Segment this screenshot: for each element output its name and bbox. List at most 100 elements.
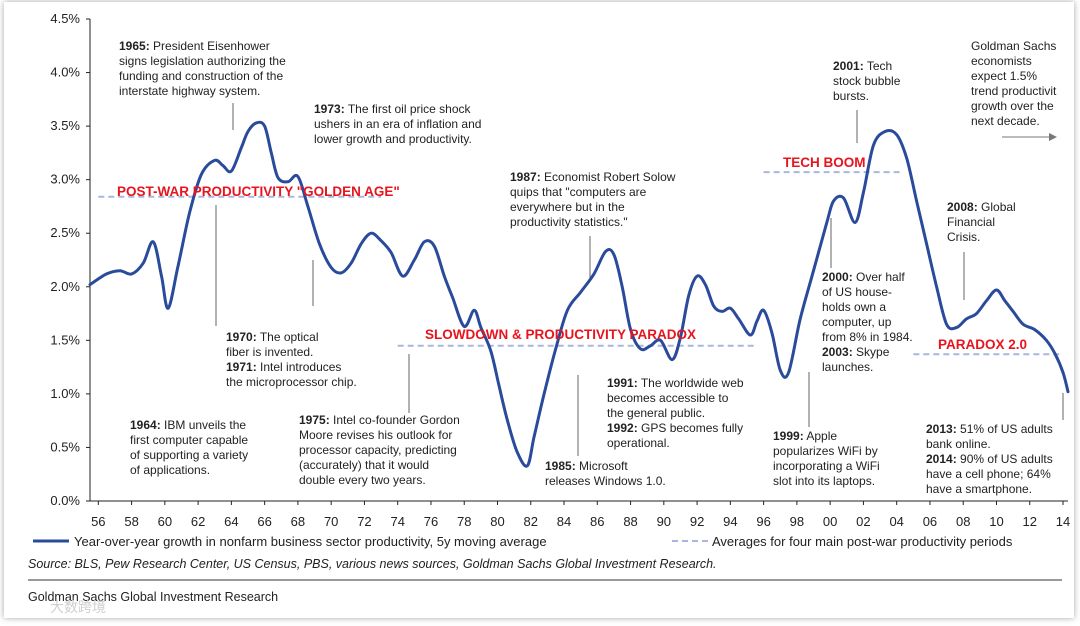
source-note: Source: BLS, Pew Research Center, US Cen… <box>28 557 717 571</box>
annotation-year: 1992: <box>607 421 638 435</box>
annotation-year: 1985: <box>545 459 576 473</box>
period-labels: POST-WAR PRODUCTIVITY "GOLDEN AGE" SLOWDO… <box>117 155 1027 352</box>
x-tick-label: 70 <box>324 514 338 529</box>
annotation: 1973: The first oil price shock ushers in… <box>314 102 481 146</box>
chart-frame <box>4 2 1074 618</box>
annotation-line: next decade. <box>971 114 1040 128</box>
annotation-line: 2000: Over half <box>822 270 905 284</box>
annotation-line: quips that "computers are <box>510 185 647 199</box>
annotation-line: double every two years. <box>299 473 426 487</box>
annotation-line: 1970: The optical <box>226 330 319 344</box>
annotation-line: funding and construction of the <box>119 69 283 83</box>
x-tick-label: 58 <box>124 514 138 529</box>
annotation-line: becomes accessible to <box>607 391 729 405</box>
footer-text: Goldman Sachs Global Investment Research <box>28 590 278 604</box>
annotation-line: from 8% in 1984. <box>822 330 913 344</box>
annotation-line: 1999: Apple <box>773 429 837 443</box>
annotation-line: (accurately) that it would <box>299 458 429 472</box>
annotation: 1987: Economist Robert Solow quips that "… <box>510 170 676 229</box>
period-label: SLOWDOWN & PRODUCTIVITY PARADOX <box>425 327 696 342</box>
annotation-year: 2003: <box>822 345 853 359</box>
y-tick-label: 1.5% <box>50 332 80 347</box>
x-tick-label: 90 <box>657 514 671 529</box>
annotation-line: launches. <box>822 360 873 374</box>
productivity-series-line <box>88 120 1070 468</box>
annotation-line: Goldman Sachs <box>971 39 1056 53</box>
annotation-line: ushers in an era of inflation and <box>314 117 481 131</box>
x-tick-label: 62 <box>191 514 205 529</box>
x-tick-label: 82 <box>524 514 538 529</box>
period-label: PARADOX 2.0 <box>938 337 1027 352</box>
legend-label-averages: Averages for four main post-war producti… <box>712 534 1013 549</box>
x-tick-label: 66 <box>257 514 271 529</box>
annotation-line: interstate highway system. <box>119 84 260 98</box>
annotation-line: 1971: Intel introduces <box>226 360 341 374</box>
annotation: 2000: Over half of US house-holds own a co… <box>822 270 913 374</box>
annotation-line: slot into its laptops. <box>773 474 875 488</box>
period-label: POST-WAR PRODUCTIVITY "GOLDEN AGE" <box>117 184 400 199</box>
annotation-line: popularizes WiFi by <box>773 444 878 458</box>
annotation: 2008: Global Financial Crisis. <box>947 200 1016 244</box>
annotation: 1985: Microsoft releases Windows 1.0. <box>545 459 666 488</box>
x-tick-label: 78 <box>457 514 471 529</box>
period-averages <box>98 171 1064 356</box>
x-tick-label: 96 <box>756 514 770 529</box>
annotation-line: the general public. <box>607 406 705 420</box>
annotation-line: 1973: The first oil price shock <box>314 102 472 116</box>
annotation-year: 2001: <box>833 59 864 73</box>
annotation: 1999: Apple popularizes WiFi by incorporat… <box>773 429 880 488</box>
annotation-year: 1991: <box>607 376 638 390</box>
annotation-line: everywhere but in the <box>510 200 625 214</box>
annotation: 1965: President Eisenhower signs legislat… <box>119 39 286 98</box>
x-tick-label: 00 <box>823 514 837 529</box>
annotation-leader-lines <box>215 103 1064 456</box>
annotation-line: expect 1.5% <box>971 69 1037 83</box>
annotation-year: 1971: <box>226 360 257 374</box>
annotation-line: Crisis. <box>947 230 980 244</box>
annotation-line: growth over the <box>971 99 1054 113</box>
y-axis: 0.0% 0.5% 1.0% 1.5% 2.0% 2.5% 3.0% 3.5% 4.0% 4.5% <box>50 11 91 508</box>
x-tick-label: 64 <box>224 514 238 529</box>
x-tick-label: 88 <box>623 514 637 529</box>
annotation-line: first computer capable <box>130 433 248 447</box>
annotation-line: productivity statistics." <box>510 215 628 229</box>
annotation-year: 1970: <box>226 330 257 344</box>
annotation-line: 1965: President Eisenhower <box>119 39 270 53</box>
annotation: 1964: IBM unveils the first computer capa… <box>130 418 248 477</box>
annotation-year: 2000: <box>822 270 853 284</box>
annotation: 1991: The worldwide web becomes accessibl… <box>607 376 744 450</box>
watermark: 大数跨境 <box>50 599 106 615</box>
legend: Year-over-year growth in nonfarm busines… <box>33 534 1013 549</box>
y-tick-label: 0.0% <box>50 493 80 508</box>
annotation-line: have a smartphone. <box>926 482 1032 496</box>
x-tick-label: 10 <box>989 514 1003 529</box>
annotation-line: 1991: The worldwide web <box>607 376 744 390</box>
annotation-line: 2001: Tech <box>833 59 892 73</box>
annotation-line: 1987: Economist Robert Solow <box>510 170 676 184</box>
annotation-year: 1965: <box>119 39 150 53</box>
y-tick-label: 3.0% <box>50 172 80 187</box>
y-tick-label: 0.5% <box>50 439 80 454</box>
annotation-line: bursts. <box>833 89 869 103</box>
y-tick-label: 3.5% <box>50 118 80 133</box>
annotation-year: 1987: <box>510 170 541 184</box>
annotation-line: of applications. <box>130 463 210 477</box>
annotation: 2013: 51% of US adults bank online. 2014: … <box>926 422 1053 496</box>
annotation-year: 1999: <box>773 429 804 443</box>
annotation-line: signs legislation authorizing the <box>119 54 286 68</box>
annotation-year: 2013: <box>926 422 957 436</box>
annotation-line: 1964: IBM unveils the <box>130 418 246 432</box>
annotation-line: 2014: 90% of US adults <box>926 452 1053 466</box>
x-tick-label: 92 <box>690 514 704 529</box>
annotation-line: have a cell phone; 64% <box>926 467 1051 481</box>
annotation: 1970: The optical fiber is invented. 1971:… <box>226 330 357 389</box>
y-tick-label: 2.0% <box>50 279 80 294</box>
x-tick-label: 06 <box>923 514 937 529</box>
annotation-line: economists <box>971 54 1032 68</box>
annotation-line: fiber is invented. <box>226 345 313 359</box>
annotation-line: 1992: GPS becomes fully <box>607 421 743 435</box>
annotation-line: 2008: Global <box>947 200 1016 214</box>
annotation-year: 1973: <box>314 102 345 116</box>
x-tick-label: 94 <box>723 514 737 529</box>
